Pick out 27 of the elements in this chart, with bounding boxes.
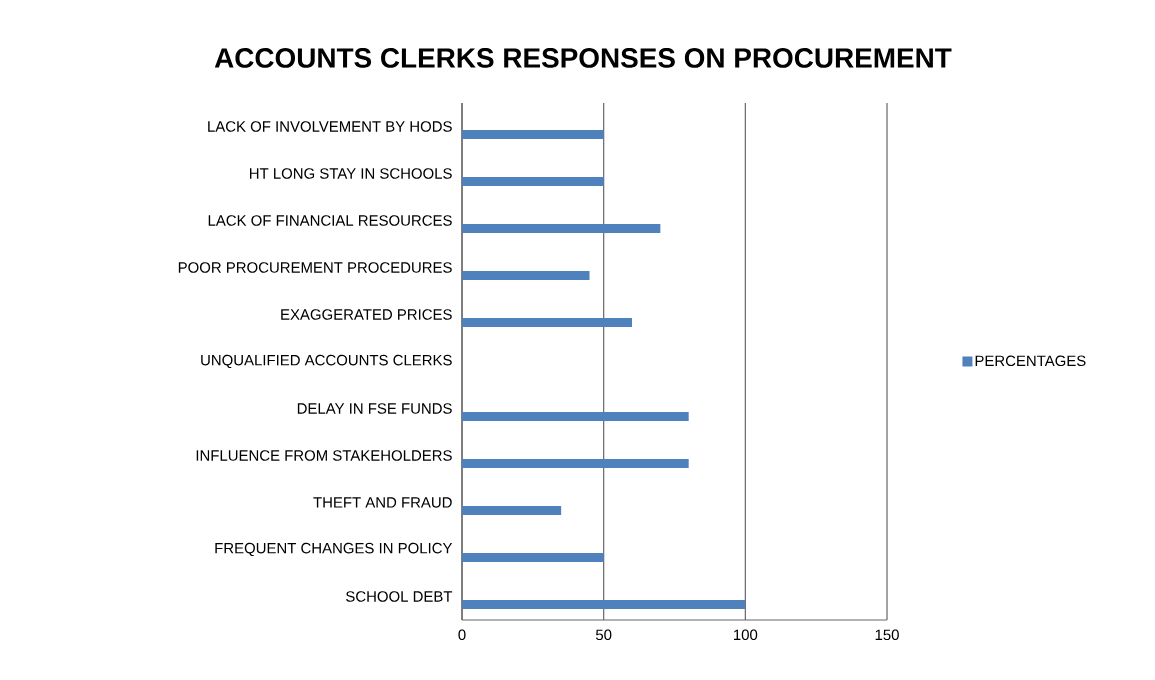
y-tick-label: SCHOOL DEBT bbox=[346, 591, 453, 602]
bar bbox=[462, 129, 604, 139]
y-tick-label: UNQUALIFIED ACCOUNTS CLERKS bbox=[201, 354, 452, 369]
x-tick-label: 150 bbox=[875, 629, 899, 641]
bar bbox=[462, 458, 689, 468]
bar bbox=[462, 505, 562, 515]
y-tick-label: THEFT AND FRAUD bbox=[313, 497, 452, 508]
y-tick-label: HT LONG STAY IN SCHOOLS bbox=[249, 168, 452, 179]
x-tick-label: 0 bbox=[458, 629, 466, 641]
chart-title: ACCOUNTS CLERKS RESPONSES ON PROCUREMENT bbox=[214, 48, 952, 68]
y-tick-label: POOR PROCUREMENT PROCEDURES bbox=[178, 262, 452, 273]
y-tick-label: FREQUENT CHANGES IN POLICY bbox=[215, 542, 453, 557]
x-tick-label: 50 bbox=[595, 629, 612, 641]
bar bbox=[462, 552, 604, 562]
bar bbox=[462, 599, 746, 609]
bar bbox=[462, 317, 633, 327]
y-tick-label: LACK OF INVOLVEMENT BY HODS bbox=[208, 121, 452, 132]
legend-label: PERCENTAGES bbox=[975, 355, 1086, 367]
bar bbox=[462, 176, 604, 186]
y-tick-label: LACK OF FINANCIAL RESOURCES bbox=[208, 215, 452, 226]
bar bbox=[462, 270, 590, 280]
y-tick-label: DELAY IN FSE FUNDS bbox=[297, 403, 452, 414]
y-tick-label: EXAGGERATED PRICES bbox=[281, 309, 452, 320]
bar bbox=[462, 223, 661, 233]
bar bbox=[462, 411, 689, 421]
y-tick-label: INFLUENCE FROM STAKEHOLDERS bbox=[196, 450, 452, 461]
x-tick-label: 100 bbox=[734, 629, 758, 641]
